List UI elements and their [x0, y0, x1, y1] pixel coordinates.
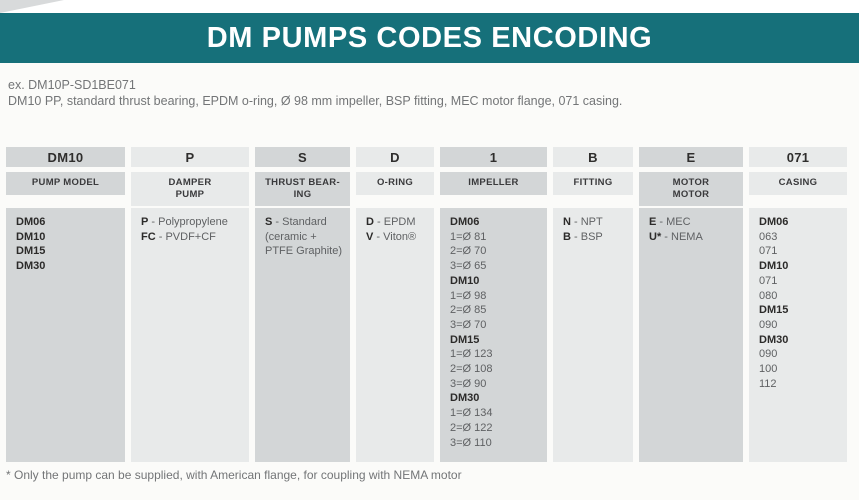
codes-table: DM10 PUMP MODEL DM06 DM10 DM15 DM30 P DAMPER PU…: [6, 147, 851, 462]
body-line: P - Polypropylene: [141, 216, 228, 228]
column-body-cell: DM06 063 071 DM10 071 080 DM15 090 DM30 090 100 112: [749, 208, 847, 462]
body-line: 090: [759, 348, 778, 361]
column-body-cell: N - NPT B - BSP: [553, 208, 633, 462]
corner-fold-decoration: [0, 0, 64, 13]
body-line: 3=Ø 90: [450, 377, 487, 390]
body-line: 100: [759, 363, 778, 376]
body-line: 1=Ø 134: [450, 407, 493, 420]
body-line: V - Viton®: [366, 230, 417, 243]
body-line: B - BSP: [563, 230, 603, 243]
body-line: DM06: [16, 216, 46, 228]
body-line: 071: [759, 245, 778, 258]
example-block: ex. DM10P-SD1BE071 DM10 PP, standard thr…: [8, 77, 622, 109]
column-body-cell: DM06 1=Ø 81 2=Ø 70 3=Ø 65 DM10 1=Ø 98 2=Ø 85 3=…: [440, 208, 547, 462]
table-column-3: S THRUST BEAR- ING S - Standard (ceramic + P…: [255, 147, 350, 462]
column-header-wrap: MOTOR MOTOR: [639, 172, 743, 208]
table-column-4: D O-RING D - EPDM V - Viton®: [356, 147, 434, 462]
body-line: 2=Ø 108: [450, 363, 493, 376]
column-header-cell: PUMP MODEL: [6, 172, 125, 195]
body-line: DM06: [759, 216, 789, 228]
body-line: DM10: [759, 260, 789, 273]
example-code: ex. DM10P-SD1BE071: [8, 78, 136, 92]
column-body-cell: D - EPDM V - Viton®: [356, 208, 434, 462]
body-line: DM15: [759, 304, 789, 317]
column-header-wrap: CASING: [749, 172, 847, 208]
code-cell: E: [639, 147, 743, 167]
column-body-cell: E - MEC U* - NEMA: [639, 208, 743, 462]
page-title: DM PUMPS CODES ENCODING: [206, 21, 653, 54]
body-line: 112: [759, 377, 777, 390]
body-line: N - NPT: [563, 216, 603, 228]
body-line: D - EPDM: [366, 216, 416, 228]
body-line: 3=Ø 65: [450, 260, 487, 273]
title-bar: DM PUMPS CODES ENCODING: [0, 13, 859, 63]
body-line: PTFE Graphite): [265, 245, 343, 258]
body-line: 080: [759, 289, 778, 302]
column-header-wrap: FITTING: [553, 172, 633, 208]
column-body-cell: DM06 DM10 DM15 DM30: [6, 208, 125, 462]
column-header-cell: IMPELLER: [440, 172, 547, 195]
column-header-cell: THRUST BEAR- ING: [255, 172, 350, 206]
code-cell: DM10: [6, 147, 125, 167]
column-header-wrap: PUMP MODEL: [6, 172, 125, 208]
code-cell: 1: [440, 147, 547, 167]
body-line: DM06: [450, 216, 480, 228]
body-line: DM30: [759, 333, 789, 346]
code-cell: S: [255, 147, 350, 167]
table-column-6: B FITTING N - NPT B - BSP: [553, 147, 633, 462]
body-line: 071: [759, 274, 778, 287]
table-column-7: E MOTOR MOTOR E - MEC U* - NEMA: [639, 147, 743, 462]
table-column-2: P DAMPER PUMP P - Polypropylene FC - PVDF+C…: [131, 147, 249, 462]
body-line: DM10: [16, 230, 46, 243]
column-body-cell: S - Standard (ceramic + PTFE Graphite): [255, 208, 350, 462]
body-line: (ceramic +: [265, 230, 317, 243]
body-line: E - MEC: [649, 216, 691, 228]
body-line: 2=Ø 70: [450, 245, 487, 258]
table-column-1: DM10 PUMP MODEL DM06 DM10 DM15 DM30: [6, 147, 125, 462]
body-line: FC - PVDF+CF: [141, 230, 216, 243]
body-line: 090: [759, 318, 778, 331]
column-header-wrap: O-RING: [356, 172, 434, 208]
body-line: 2=Ø 122: [450, 421, 493, 434]
body-line: DM15: [450, 333, 480, 346]
table-column-5: 1 IMPELLER DM06 1=Ø 81 2=Ø 70 3=Ø 65 DM10 1=Ø 9…: [440, 147, 547, 462]
column-header-cell: MOTOR MOTOR: [639, 172, 743, 206]
code-cell: D: [356, 147, 434, 167]
column-header-cell: CASING: [749, 172, 847, 195]
body-line: 3=Ø 110: [450, 436, 492, 449]
column-body-cell: P - Polypropylene FC - PVDF+CF: [131, 208, 249, 462]
body-line: S - Standard: [265, 216, 327, 228]
body-line: DM30: [450, 392, 480, 405]
table-column-8: 071 CASING DM06 063 071 DM10 071 080 DM15 090 DM30…: [749, 147, 847, 462]
body-line: DM10: [450, 274, 480, 287]
body-line: U* - NEMA: [649, 230, 703, 243]
body-line: 063: [759, 230, 778, 243]
code-cell: B: [553, 147, 633, 167]
body-line: 2=Ø 85: [450, 304, 487, 317]
page-top-strip: [0, 0, 859, 13]
column-header-cell: O-RING: [356, 172, 434, 195]
column-header-cell: FITTING: [553, 172, 633, 195]
body-line: 1=Ø 98: [450, 289, 487, 302]
code-cell: P: [131, 147, 249, 167]
column-header-wrap: IMPELLER: [440, 172, 547, 208]
body-line: 1=Ø 81: [450, 230, 487, 243]
column-header-wrap: DAMPER PUMP: [131, 172, 249, 208]
column-header-wrap: THRUST BEAR- ING: [255, 172, 350, 208]
body-line: DM15: [16, 245, 46, 258]
footnote: * Only the pump can be supplied, with Am…: [6, 468, 462, 482]
code-cell: 071: [749, 147, 847, 167]
body-line: 3=Ø 70: [450, 318, 487, 331]
body-line: 1=Ø 123: [450, 348, 493, 361]
body-line: DM30: [16, 260, 46, 273]
column-header-cell: DAMPER PUMP: [131, 172, 249, 206]
example-description: DM10 PP, standard thrust bearing, EPDM o…: [8, 94, 623, 108]
